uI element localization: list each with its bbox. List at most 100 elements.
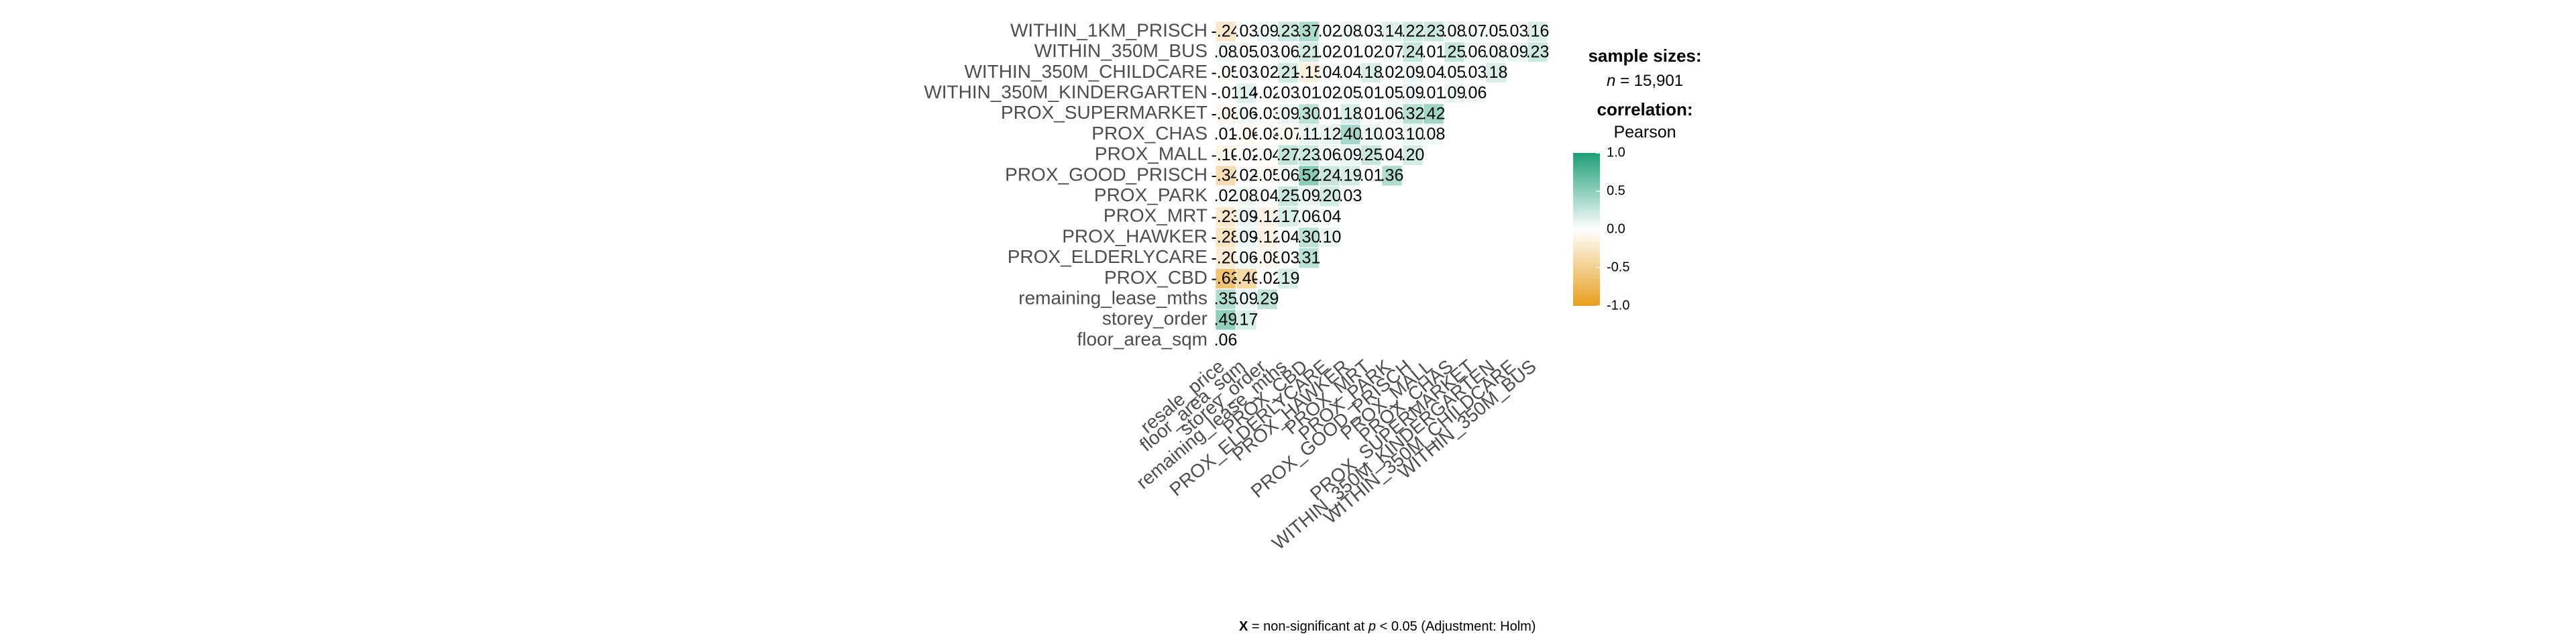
heatmap-cell — [1236, 103, 1257, 125]
heatmap-cell — [1256, 21, 1278, 42]
heatmap-cell — [1256, 186, 1278, 207]
heatmap-cell — [1277, 21, 1299, 42]
heatmap-cell — [1256, 62, 1278, 83]
heatmap-cell — [1215, 248, 1236, 269]
cell-value: -.02 — [1232, 146, 1260, 164]
heatmap-cell — [1298, 103, 1320, 125]
legend-ticks: 1.0 0.5 0.0 -0.5 -1.0 — [1596, 145, 1629, 313]
heatmap-cell — [1277, 42, 1299, 63]
heatmap-cell — [1319, 227, 1340, 248]
cell-value: .06 — [1297, 207, 1321, 226]
cell-value: .17 — [1277, 207, 1300, 226]
cell-value: -.05 — [1252, 166, 1281, 185]
cell-value: .09 — [1401, 63, 1425, 82]
cell-value: .30 — [1297, 104, 1321, 123]
heatmap-cell — [1256, 268, 1278, 289]
cell-value: .06 — [1318, 146, 1342, 164]
heatmap-cell — [1319, 206, 1340, 227]
cell-value: .02 — [1360, 42, 1383, 61]
heatmap-cell — [1485, 42, 1507, 63]
row-label: PROX_PARK — [1094, 184, 1208, 205]
heatmap-cell — [1319, 62, 1340, 83]
cell-value: .02 — [1318, 84, 1342, 103]
heatmap-cell — [1360, 124, 1382, 145]
heatmap-cell — [1464, 21, 1486, 42]
heatmap-cell — [1402, 124, 1424, 145]
cell-value: .05 — [1381, 84, 1404, 103]
cell-value: .09 — [1277, 104, 1300, 123]
heatmap-cell — [1402, 144, 1424, 166]
heatmap-cell — [1236, 124, 1257, 145]
row-label: floor_area_sqm — [1077, 329, 1208, 350]
cell-value: .09 — [1443, 84, 1466, 103]
heatmap-cell — [1277, 103, 1299, 125]
heatmap-cell — [1485, 62, 1507, 83]
heatmap-cell — [1215, 288, 1236, 310]
heatmap-cell — [1340, 165, 1361, 186]
cell-value: .06 — [1464, 42, 1487, 61]
heatmap-cell — [1236, 42, 1257, 63]
cell-value: .02 — [1381, 63, 1404, 82]
heatmap-cell — [1340, 124, 1361, 145]
heatmap-cell — [1236, 227, 1257, 248]
heatmap-cell — [1256, 124, 1278, 145]
cell-value: .09 — [1235, 228, 1258, 247]
cell-value: -.63 — [1211, 269, 1240, 288]
heatmap-cell — [1236, 206, 1257, 227]
heatmap-cell — [1360, 42, 1382, 63]
heatmap-cell — [1277, 227, 1299, 248]
heatmap-cell — [1277, 206, 1299, 227]
heatmap-cell — [1423, 124, 1444, 145]
cell-value: -.02 — [1252, 84, 1281, 103]
legend-sample-size: n = 15,901 — [1607, 72, 1683, 90]
heatmap-cell — [1340, 103, 1361, 125]
heatmap-cell — [1215, 268, 1236, 289]
heatmap-cell — [1215, 309, 1236, 331]
heatmap-cell — [1423, 83, 1444, 104]
heatmap-cell — [1527, 21, 1548, 42]
cell-value: .06 — [1464, 84, 1487, 103]
cell-value: .30 — [1297, 228, 1321, 247]
row-label: remaining_lease_mths — [1018, 287, 1208, 308]
row-label: WITHIN_350M_KINDERGARTEN — [924, 81, 1208, 102]
heatmap-cell — [1236, 268, 1257, 289]
cell-value: .08 — [1443, 22, 1466, 41]
cell-value: .14 — [1381, 22, 1404, 41]
heatmap-cell — [1256, 227, 1278, 248]
cell-value: .09 — [1297, 186, 1321, 205]
heatmap-cell — [1277, 62, 1299, 83]
row-label: PROX_SUPERMARKET — [1001, 102, 1208, 123]
heatmap-cell — [1444, 42, 1465, 63]
cell-value: .23 — [1526, 42, 1550, 61]
cell-value: -.12 — [1252, 207, 1281, 226]
cell-value: .08 — [1214, 42, 1238, 61]
cell-value: .04 — [1256, 186, 1279, 205]
cell-value: .09 — [1339, 146, 1362, 164]
heatmap-cell — [1340, 83, 1361, 104]
cell-value: .02 — [1318, 42, 1342, 61]
cell-value: .06 — [1381, 104, 1404, 123]
legend-colorbar — [1573, 153, 1600, 306]
cell-value: .20 — [1401, 146, 1425, 164]
cell-value: .02 — [1256, 63, 1279, 82]
cell-value: .01 — [1339, 42, 1362, 61]
cell-value: .04 — [1381, 146, 1404, 164]
cell-value: .07 — [1464, 22, 1487, 41]
legend-sample-title: sample sizes: — [1588, 46, 1701, 66]
cell-value: .23 — [1422, 22, 1446, 41]
cell-value: .31 — [1297, 248, 1321, 267]
heatmap-cell — [1423, 42, 1444, 63]
cell-value: .09 — [1505, 42, 1529, 61]
heatmap-cell — [1298, 42, 1320, 63]
heatmap-cell — [1319, 165, 1340, 186]
cell-value: .01 — [1318, 104, 1342, 123]
cell-value: -.07 — [1273, 125, 1302, 144]
cell-value: -.08 — [1211, 104, 1240, 123]
heatmap-cell — [1236, 62, 1257, 83]
heatmap-cell — [1256, 103, 1278, 125]
heatmap-cell — [1236, 186, 1257, 207]
legend-tick-label: -1.0 — [1607, 298, 1629, 313]
cell-value: .24 — [1401, 42, 1425, 61]
cell-value: .03 — [1464, 63, 1487, 82]
cell-value: -.02 — [1252, 269, 1281, 288]
